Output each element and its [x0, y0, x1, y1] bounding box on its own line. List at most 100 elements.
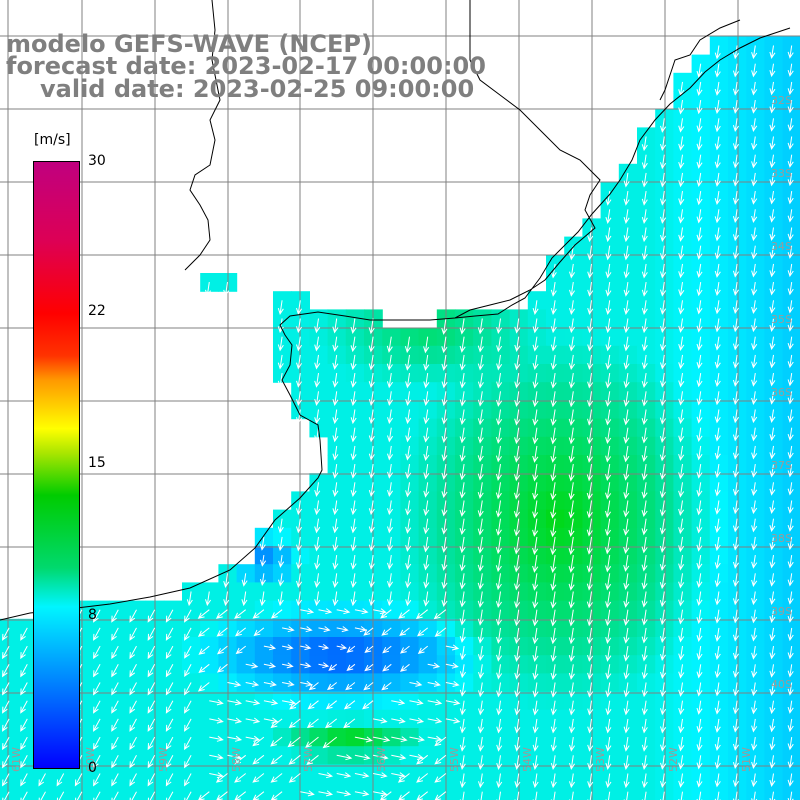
wind-arrow	[398, 791, 410, 800]
wind-arrow	[732, 45, 740, 60]
wind-arrow	[605, 373, 612, 389]
wind-cell	[254, 782, 274, 800]
wind-arrow	[332, 500, 339, 516]
wind-arrow	[569, 718, 576, 734]
wind-arrow	[368, 318, 375, 335]
wind-arrow	[696, 118, 703, 133]
wind-arrow	[459, 518, 466, 536]
wind-arrow	[587, 773, 594, 789]
coastline	[0, 0, 791, 621]
wind-arrow	[732, 209, 740, 224]
wind-arrow	[623, 573, 630, 590]
wind-arrow	[678, 573, 685, 589]
wind-arrow	[296, 336, 303, 352]
wind-arrow	[2, 718, 10, 732]
wind-arrow	[93, 755, 101, 769]
wind-arrow	[332, 409, 339, 425]
wind-arrow	[423, 373, 430, 389]
wind-arrow	[495, 591, 503, 609]
wind-arrow	[147, 682, 156, 696]
wind-arrow	[459, 700, 466, 716]
wind-arrow	[332, 555, 339, 570]
wind-arrow	[209, 699, 224, 706]
wind-arrow	[532, 373, 539, 389]
wind-arrow	[514, 373, 521, 389]
wind-arrow	[787, 318, 794, 332]
wind-arrow	[147, 645, 156, 660]
wind-arrow	[387, 536, 394, 552]
wind-arrow	[514, 664, 521, 680]
wind-arrow	[241, 573, 248, 587]
wind-arrow	[550, 773, 557, 789]
wind-arrow	[532, 354, 539, 371]
wind-arrow	[336, 644, 348, 650]
wind-arrow	[400, 663, 410, 672]
wind-arrow	[623, 464, 630, 481]
wind-arrow	[270, 773, 283, 783]
wind-cell	[691, 782, 711, 800]
wind-arrow	[496, 700, 503, 716]
wind-arrow	[605, 354, 612, 370]
wind-arrow	[696, 518, 703, 534]
wind-arrow	[495, 482, 502, 500]
wind-arrow	[678, 263, 685, 279]
wind-cell	[600, 782, 620, 800]
wind-arrow	[714, 664, 721, 679]
wind-arrow	[696, 609, 703, 625]
wind-arrow	[405, 573, 412, 589]
wind-arrow	[227, 717, 243, 724]
wind-arrow	[751, 136, 758, 151]
wind-arrow	[296, 591, 303, 607]
wind-arrow	[787, 282, 794, 296]
wind-arrow	[787, 245, 794, 259]
wind-arrow	[495, 427, 503, 444]
wind-arrow	[314, 391, 321, 406]
wind-arrow	[751, 373, 758, 387]
wind-arrow	[787, 737, 794, 751]
wind-arrow	[678, 609, 685, 625]
wind-arrow	[623, 627, 630, 644]
wind-arrow	[732, 300, 740, 315]
wind-arrow	[660, 718, 667, 734]
wind-cell	[382, 600, 401, 620]
wind-arrow	[532, 482, 539, 500]
wind-cell	[236, 764, 256, 784]
wind-cell	[0, 782, 19, 800]
wind-arrow	[714, 482, 721, 497]
wind-arrow	[568, 409, 575, 426]
wind-arrow	[550, 609, 557, 627]
wind-cell	[418, 746, 438, 765]
wind-arrow	[696, 646, 703, 661]
wind-arrow	[751, 81, 758, 96]
wind-arrow	[300, 790, 315, 797]
wind-arrow	[714, 609, 721, 624]
latitude-label: 38S	[771, 532, 792, 545]
wind-cell	[291, 746, 310, 765]
wind-arrow	[787, 45, 794, 59]
wind-arrow	[714, 209, 721, 224]
wind-arrow	[659, 482, 666, 499]
longitude-label: 53W	[594, 747, 607, 772]
wind-arrow	[282, 680, 295, 687]
wind-arrow	[350, 573, 357, 588]
latitude-labels: 32S 33S 34S 35S 36S 37S 38S 39S 40S	[771, 94, 792, 691]
wind-arrow	[769, 209, 776, 223]
wind-arrow	[660, 755, 667, 770]
wind-arrow	[459, 773, 466, 789]
wind-arrow	[111, 700, 119, 714]
wind-arrow	[641, 627, 648, 644]
wind-arrow	[769, 391, 776, 405]
wind-cell	[327, 709, 347, 729]
wind-arrow	[417, 627, 429, 637]
wind-arrow	[259, 591, 266, 607]
wind-arrow	[751, 518, 758, 533]
wind-arrow	[605, 409, 612, 426]
wind-arrow	[714, 63, 721, 78]
wind-arrow	[641, 755, 648, 770]
wind-arrow	[696, 100, 703, 115]
wind-arrow	[165, 609, 174, 623]
wind-arrow	[477, 518, 484, 536]
wind-arrow	[387, 500, 394, 516]
wind-arrow	[751, 700, 758, 715]
wind-arrow	[318, 608, 333, 615]
